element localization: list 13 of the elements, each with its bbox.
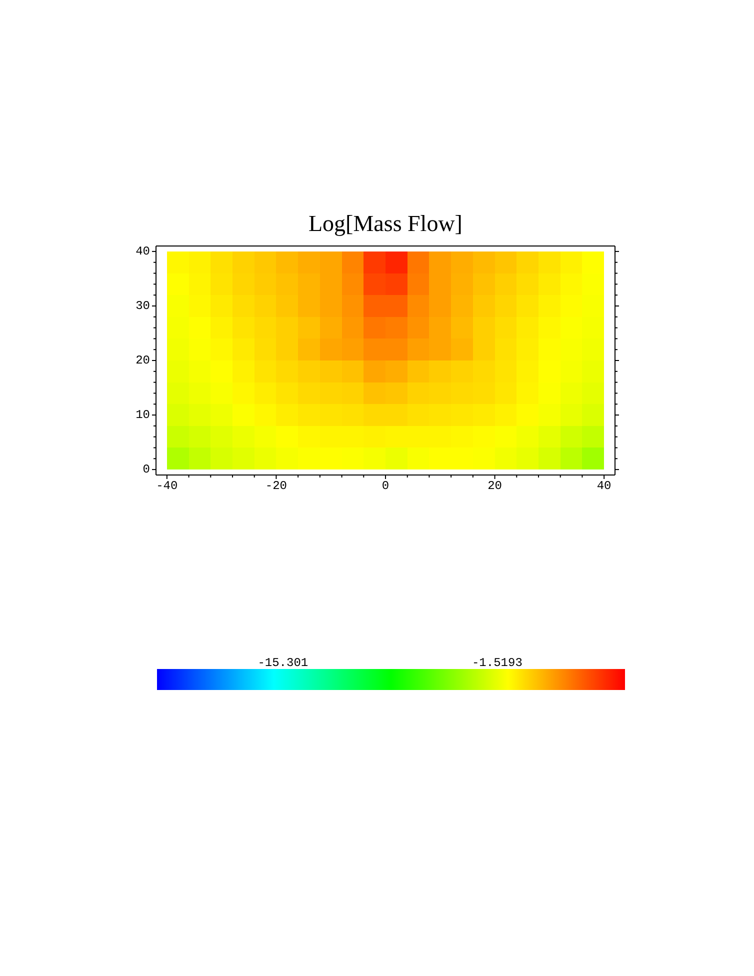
y-tick-label: 30 [136, 298, 150, 313]
color-bar-label: -1.5193 [472, 656, 522, 670]
x-tick-label: -20 [265, 479, 288, 493]
y-tick-label: 40 [136, 244, 150, 258]
x-tick-label: 0 [382, 479, 390, 493]
x-tick-label: -40 [156, 479, 178, 493]
color-bar-label: -15.301 [258, 656, 308, 670]
y-tick-label: 0 [142, 462, 150, 477]
y-tick-label: 20 [136, 354, 150, 368]
x-tick-label: 40 [596, 479, 612, 493]
y-tick-label: 10 [136, 408, 150, 422]
chart-title: Log[Mass Flow] [308, 211, 462, 236]
x-tick-label: 20 [488, 479, 502, 493]
